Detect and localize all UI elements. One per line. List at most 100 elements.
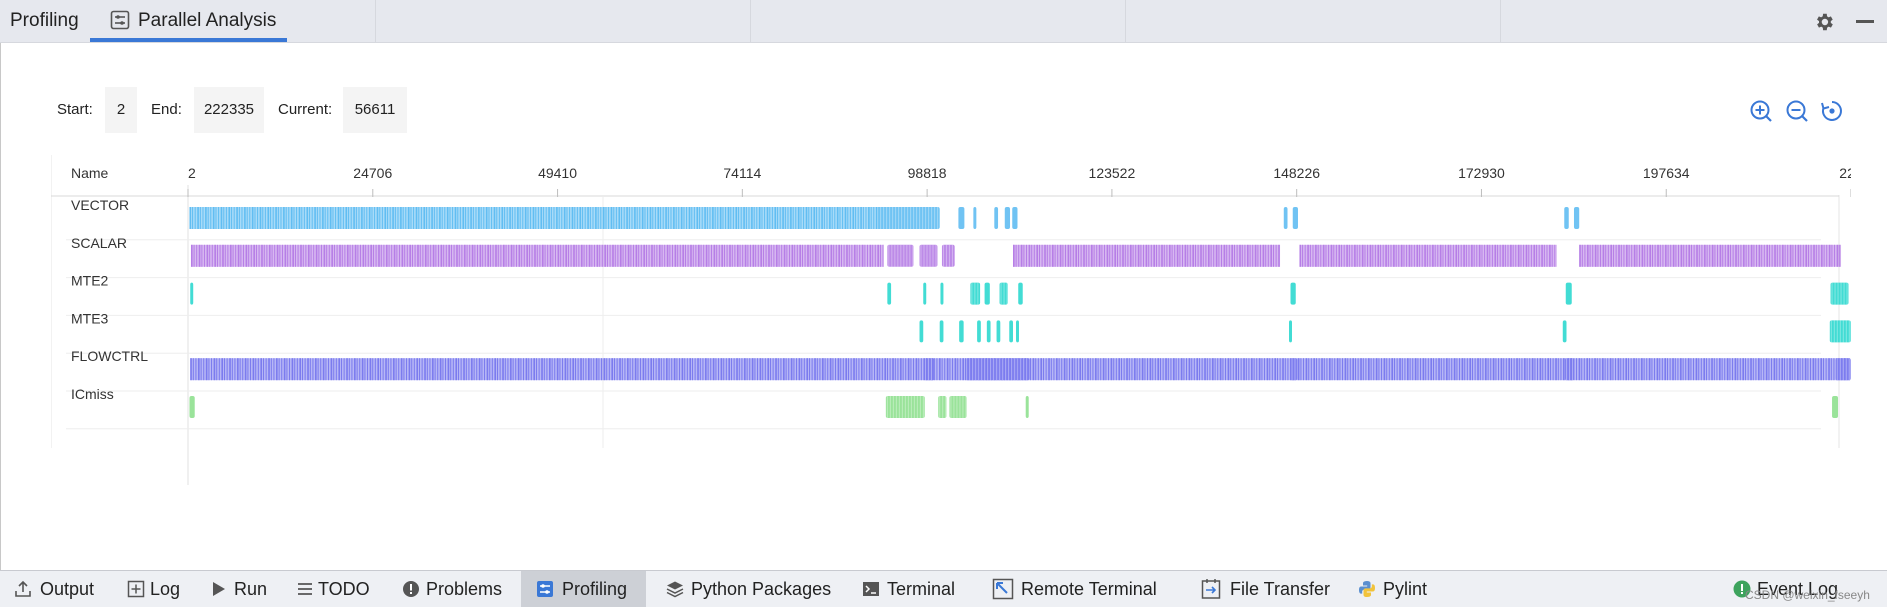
event-bar xyxy=(461,244,463,267)
event-bar-stripe xyxy=(886,396,888,418)
event-bar-stripe xyxy=(901,207,903,229)
event-bar xyxy=(1643,358,1645,381)
event-bar xyxy=(651,244,653,267)
tool-tab-event-log[interactable]: Event Log xyxy=(1733,571,1883,607)
event-bar xyxy=(1109,244,1111,267)
event-bar-stripe xyxy=(901,396,903,418)
event-bar xyxy=(462,207,465,229)
terminal-icon xyxy=(863,582,879,596)
current-value[interactable]: 56611 xyxy=(343,87,407,133)
event-bar xyxy=(597,207,599,229)
event-bar xyxy=(1652,244,1654,267)
event-bar xyxy=(1635,358,1637,381)
event-bar xyxy=(678,207,680,229)
event-bar-stripe xyxy=(974,282,976,305)
event-bar xyxy=(333,358,335,381)
event-bar xyxy=(1396,358,1398,381)
event-bar xyxy=(1161,244,1163,267)
tool-tab-pylint[interactable]: Pylint xyxy=(1358,571,1438,607)
event-bar xyxy=(775,244,778,267)
event-bar xyxy=(1300,358,1302,381)
event-bar xyxy=(307,244,310,267)
event-bar xyxy=(587,207,589,229)
event-bar xyxy=(1218,244,1220,267)
event-bar xyxy=(541,244,544,267)
event-bar-stripe xyxy=(956,396,958,418)
event-bar xyxy=(1565,358,1574,381)
timeline-chart[interactable]: Name 2 24706 49410 74114 98818 123522 148226 17… xyxy=(51,155,1851,485)
event-bar xyxy=(907,358,910,381)
tool-tab-terminal[interactable]: Terminal xyxy=(862,571,962,607)
event-bar xyxy=(237,244,240,267)
event-bar xyxy=(684,358,686,381)
event-bar-stripe xyxy=(927,358,929,381)
event-bar xyxy=(278,358,280,381)
event-bar xyxy=(1104,244,1106,267)
event-bar xyxy=(1693,358,1695,381)
event-bar-stripe xyxy=(1017,358,1019,381)
event-bar xyxy=(1795,244,1797,267)
event-bar xyxy=(770,244,772,267)
event-bar xyxy=(610,207,613,229)
event-bar xyxy=(319,207,321,229)
event-bar xyxy=(1491,244,1493,267)
tab-parallel-analysis[interactable]: Parallel Analysis xyxy=(90,0,287,42)
tool-tab-profiling[interactable]: Profiling xyxy=(521,571,646,607)
event-bar xyxy=(231,358,233,381)
tab-divider xyxy=(1500,0,1501,42)
tab-profiling[interactable]: Profiling xyxy=(10,10,79,31)
event-bar xyxy=(1414,358,1417,381)
event-bar xyxy=(958,207,965,229)
event-bar xyxy=(192,358,194,381)
tool-tab-log[interactable]: Log xyxy=(122,571,192,607)
event-bar xyxy=(1174,244,1176,267)
event-bar xyxy=(297,244,299,267)
tool-tab-todo[interactable]: TODO xyxy=(292,571,372,607)
gear-icon[interactable] xyxy=(1813,11,1835,33)
event-bar xyxy=(498,207,500,229)
reset-zoom-icon[interactable] xyxy=(1820,99,1844,123)
event-bar xyxy=(550,207,552,229)
tool-tab-remote-terminal[interactable]: Remote Terminal xyxy=(991,571,1171,607)
event-bar xyxy=(263,244,265,267)
event-bar xyxy=(652,207,654,229)
event-bar xyxy=(1219,358,1222,381)
event-bar xyxy=(1270,244,1273,267)
tool-tab-file-transfer[interactable]: File Transfer xyxy=(1200,571,1340,607)
event-bar xyxy=(1108,358,1110,381)
tool-tab-output[interactable]: Output xyxy=(10,571,100,607)
tool-tab-problems[interactable]: Problems xyxy=(400,571,512,607)
event-bar xyxy=(601,244,603,267)
tool-tab-run[interactable]: Run xyxy=(206,571,272,607)
event-bar xyxy=(393,244,396,267)
event-bar xyxy=(1776,244,1778,267)
event-bar xyxy=(356,358,358,381)
event-bar xyxy=(1821,244,1823,267)
zoom-out-icon[interactable] xyxy=(1785,99,1809,123)
event-bar xyxy=(746,358,748,381)
event-bar xyxy=(1794,358,1796,381)
event-bar xyxy=(973,207,977,229)
event-bar xyxy=(1463,244,1465,267)
start-value[interactable]: 2 xyxy=(105,87,137,133)
end-value[interactable]: 222335 xyxy=(194,87,264,133)
event-bar xyxy=(1310,358,1312,381)
event-bar xyxy=(1323,358,1325,381)
event-bar xyxy=(336,244,338,267)
event-bar xyxy=(354,244,357,267)
event-bar xyxy=(374,207,376,229)
event-bar-stripe xyxy=(1011,358,1013,381)
event-bar xyxy=(515,244,517,267)
event-bar xyxy=(1344,358,1347,381)
event-bar xyxy=(920,358,922,381)
event-bar xyxy=(240,244,242,267)
event-bar xyxy=(1406,244,1408,267)
event-bar xyxy=(1057,244,1059,267)
event-bar xyxy=(1434,244,1436,267)
event-bar xyxy=(523,358,525,381)
event-bar xyxy=(315,244,318,267)
event-bar xyxy=(1390,244,1392,267)
tool-tab-python-packages[interactable]: Python Packages xyxy=(664,571,834,607)
minimize-icon[interactable] xyxy=(1856,20,1874,23)
zoom-in-icon[interactable] xyxy=(1749,99,1773,123)
